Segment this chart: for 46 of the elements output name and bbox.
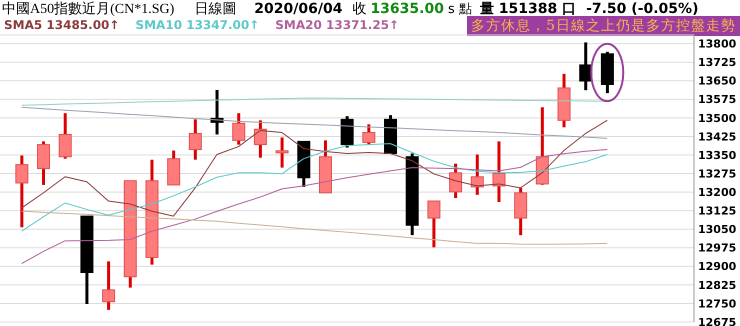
candlestick xyxy=(58,113,72,159)
candlestick xyxy=(254,120,267,158)
text: 2020/06/04 xyxy=(254,1,342,17)
candlestick xyxy=(470,154,484,195)
text: 多方休息，5日線之上仍是多方控盤走勢 xyxy=(467,16,740,36)
candlestick xyxy=(492,141,506,202)
y-tick-label: 13575 xyxy=(698,93,736,106)
line-series xyxy=(21,120,608,217)
line-series xyxy=(21,210,608,245)
y-tick-label: 12750 xyxy=(698,297,737,310)
y-tick-label: 12975 xyxy=(698,242,736,255)
y-tick-label: 13275 xyxy=(698,167,736,180)
text: 13635.00 xyxy=(370,1,444,17)
candlestick xyxy=(188,119,202,160)
text: -7.50 (-0.05%) xyxy=(586,1,698,17)
text: SMA5 13485.00↑ xyxy=(4,18,120,32)
candlestick xyxy=(449,164,462,198)
line-series xyxy=(21,106,608,139)
y-tick-label: 13350 xyxy=(698,148,737,162)
text: s 點 xyxy=(448,1,472,18)
y-tick-label: 13500 xyxy=(698,112,737,125)
text: SMA20 13371.25↑ xyxy=(275,18,400,32)
text: SMA10 13347.00↑ xyxy=(135,18,260,32)
y-tick-label: 13725 xyxy=(698,56,736,70)
candlestick xyxy=(362,124,376,145)
y-tick-label: 13650 xyxy=(698,74,737,88)
text: 收 xyxy=(352,1,366,18)
y-tick-label: 12675 xyxy=(698,316,736,326)
y-tick-label: 13050 xyxy=(698,223,737,236)
text: 日線圖 xyxy=(194,1,236,18)
candlestick xyxy=(276,137,289,168)
candlestick xyxy=(15,155,28,228)
candlestick xyxy=(232,113,246,145)
candlestick xyxy=(37,141,50,185)
text: 中國A50指數近月(CN*1.SG) xyxy=(2,0,174,18)
y-tick-label: 13425 xyxy=(698,130,736,144)
y-tick-label: 12825 xyxy=(698,278,736,292)
y-tick-label: 13800 xyxy=(698,38,737,51)
text: 量 151388 口 xyxy=(480,0,576,18)
candlestick xyxy=(102,261,116,310)
y-tick-label: 13200 xyxy=(698,186,737,200)
candlestick xyxy=(427,200,440,248)
y-tick-label: 13125 xyxy=(698,204,736,218)
y-tick-label: 12900 xyxy=(698,260,737,274)
line-series xyxy=(21,149,608,264)
line-series xyxy=(21,143,608,232)
